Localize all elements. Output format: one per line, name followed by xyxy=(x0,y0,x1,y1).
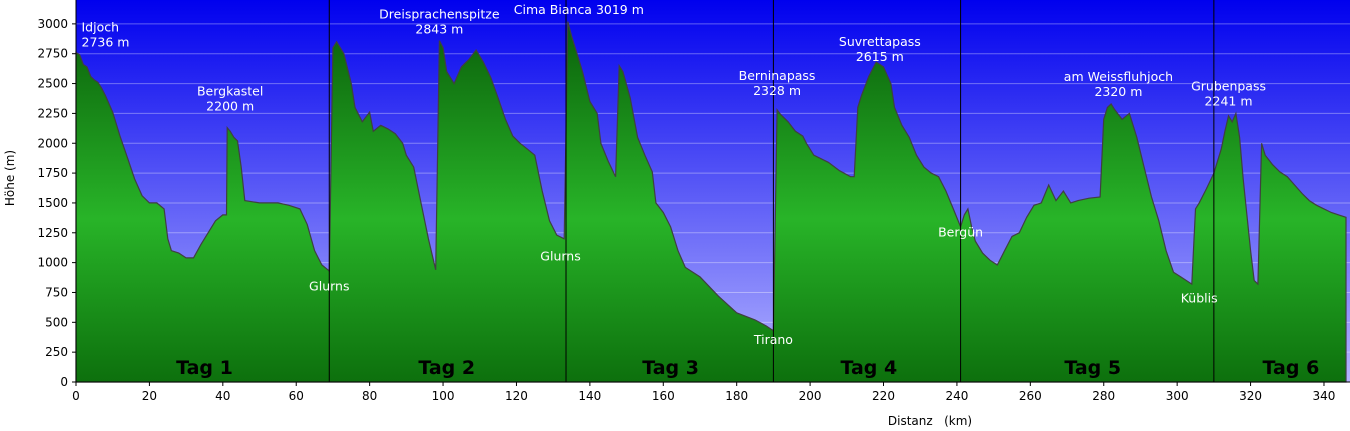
y-tick-label: 3000 xyxy=(37,17,68,31)
y-tick-label: 2000 xyxy=(37,136,68,150)
x-tick-label: 200 xyxy=(799,389,822,403)
x-ticks: 0 20 40 60 80 100 120 140 160 180 200 220 240 260 280 3… xyxy=(72,382,1335,403)
annotation-elevation: 2200 m xyxy=(206,98,254,113)
x-tick-label: 180 xyxy=(725,389,748,403)
annotation-label: Bergün xyxy=(938,225,983,240)
y-tick-label: 1000 xyxy=(37,256,68,270)
y-tick-label: 500 xyxy=(45,315,68,329)
annotation-elevation: 2615 m xyxy=(856,49,904,64)
x-tick-label: 40 xyxy=(215,389,230,403)
annotation-label: Glurns xyxy=(540,249,580,264)
annotation-label: Grubenpass xyxy=(1191,78,1266,93)
annotation-label: Glurns xyxy=(309,278,349,293)
x-tick-label: 120 xyxy=(505,389,528,403)
x-tick-label: 240 xyxy=(945,389,968,403)
y-tick-label: 2750 xyxy=(37,47,68,61)
x-tick-label: 280 xyxy=(1092,389,1115,403)
axes xyxy=(75,0,1350,383)
annotation-label: Küblis xyxy=(1181,290,1218,305)
annotation-label: Berninapass xyxy=(739,68,816,83)
annotation-label: Bergkastel xyxy=(197,83,263,98)
x-tick-label: 320 xyxy=(1239,389,1262,403)
annotation-label: Suvrettapass xyxy=(839,34,921,49)
day-label: Tag 2 xyxy=(418,357,475,379)
x-tick-label: 60 xyxy=(289,389,304,403)
x-tick-label: 20 xyxy=(142,389,157,403)
x-tick-label: 80 xyxy=(362,389,377,403)
day-label: Tag 6 xyxy=(1263,357,1320,379)
annotation-elevation: 2736 m xyxy=(82,34,130,49)
day-label: Tag 4 xyxy=(840,357,897,379)
day-dividers xyxy=(328,0,1215,382)
day-labels: Tag 1 Tag 2 Tag 3 Tag 4 Tag 5 Tag 6 xyxy=(176,357,1319,379)
y-axis-title: Höhe (m) xyxy=(3,150,17,206)
y-tick-label: 750 xyxy=(45,285,68,299)
y-tick-label: 2250 xyxy=(37,106,68,120)
day-label: Tag 3 xyxy=(642,357,699,379)
x-tick-label: 160 xyxy=(652,389,675,403)
y-ticks: 0 250 500 750 1000 1250 1500 1750 2000 2250 2500 27… xyxy=(37,17,76,389)
x-tick-label: 0 xyxy=(72,389,80,403)
x-tick-label: 220 xyxy=(872,389,895,403)
x-tick-label: 260 xyxy=(1019,389,1042,403)
annotation-label: Tirano xyxy=(753,332,793,347)
y-tick-label: 1250 xyxy=(37,226,68,240)
annotation-elevation: 2241 m xyxy=(1205,93,1253,108)
day-label: Tag 1 xyxy=(176,357,233,379)
annotation-label: Idjoch xyxy=(82,19,120,34)
annotation-elevation: 2843 m xyxy=(415,22,463,37)
annotation-elevation: 2328 m xyxy=(753,83,801,98)
y-tick-label: 1500 xyxy=(37,196,68,210)
annotation-label: Cima Bianca 3019 m xyxy=(514,2,644,17)
x-tick-label: 300 xyxy=(1166,389,1189,403)
y-tick-label: 1750 xyxy=(37,166,68,180)
annotation-label: am Weissfluhjoch xyxy=(1064,69,1173,84)
day-label: Tag 5 xyxy=(1064,357,1121,379)
y-tick-label: 250 xyxy=(45,345,68,359)
y-tick-label: 0 xyxy=(60,375,68,389)
annotation-label: Dreisprachenspitze xyxy=(379,7,500,22)
x-axis-title: Distanz (km) xyxy=(888,414,972,428)
x-tick-label: 340 xyxy=(1313,389,1336,403)
x-tick-label: 140 xyxy=(578,389,601,403)
annotation-elevation: 2320 m xyxy=(1094,84,1142,99)
x-tick-label: 100 xyxy=(432,389,455,403)
y-tick-label: 2500 xyxy=(37,77,68,91)
elevation-area xyxy=(75,21,1347,383)
